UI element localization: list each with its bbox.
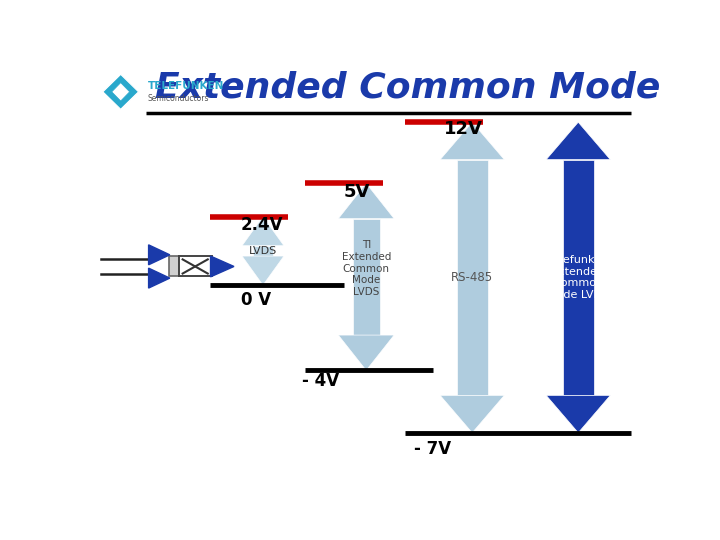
Polygon shape: [242, 256, 284, 285]
Polygon shape: [456, 160, 487, 395]
Text: RS-485: RS-485: [451, 271, 493, 284]
Polygon shape: [353, 219, 379, 335]
Text: Semiconductors: Semiconductors: [148, 93, 209, 103]
Text: Extended Common Mode: Extended Common Mode: [156, 71, 661, 105]
Text: - 4V: - 4V: [302, 372, 339, 390]
Polygon shape: [338, 335, 394, 370]
FancyBboxPatch shape: [179, 256, 212, 276]
Text: TELEFUNKEN: TELEFUNKEN: [148, 80, 224, 91]
Polygon shape: [148, 268, 170, 288]
FancyBboxPatch shape: [168, 256, 181, 276]
Polygon shape: [242, 217, 284, 246]
Polygon shape: [546, 122, 611, 160]
Polygon shape: [210, 256, 234, 277]
Text: LVDS: LVDS: [249, 246, 277, 256]
Polygon shape: [103, 75, 138, 109]
Polygon shape: [563, 160, 594, 395]
Polygon shape: [112, 83, 130, 101]
Text: 2.4V: 2.4V: [240, 216, 283, 234]
Text: - 7V: - 7V: [413, 441, 451, 458]
Polygon shape: [546, 395, 611, 433]
Polygon shape: [338, 183, 394, 219]
Polygon shape: [148, 245, 170, 265]
Text: 12V: 12V: [444, 120, 483, 138]
Text: TI
Extended
Common
Mode
LVDS: TI Extended Common Mode LVDS: [341, 240, 391, 297]
Polygon shape: [440, 395, 504, 433]
Text: 5V: 5V: [344, 183, 370, 201]
Text: 0 V: 0 V: [240, 291, 271, 309]
Text: Telefunken
Extended
Common
Mode LVDS: Telefunken Extended Common Mode LVDS: [547, 255, 609, 300]
Polygon shape: [253, 246, 273, 256]
Polygon shape: [440, 122, 504, 160]
